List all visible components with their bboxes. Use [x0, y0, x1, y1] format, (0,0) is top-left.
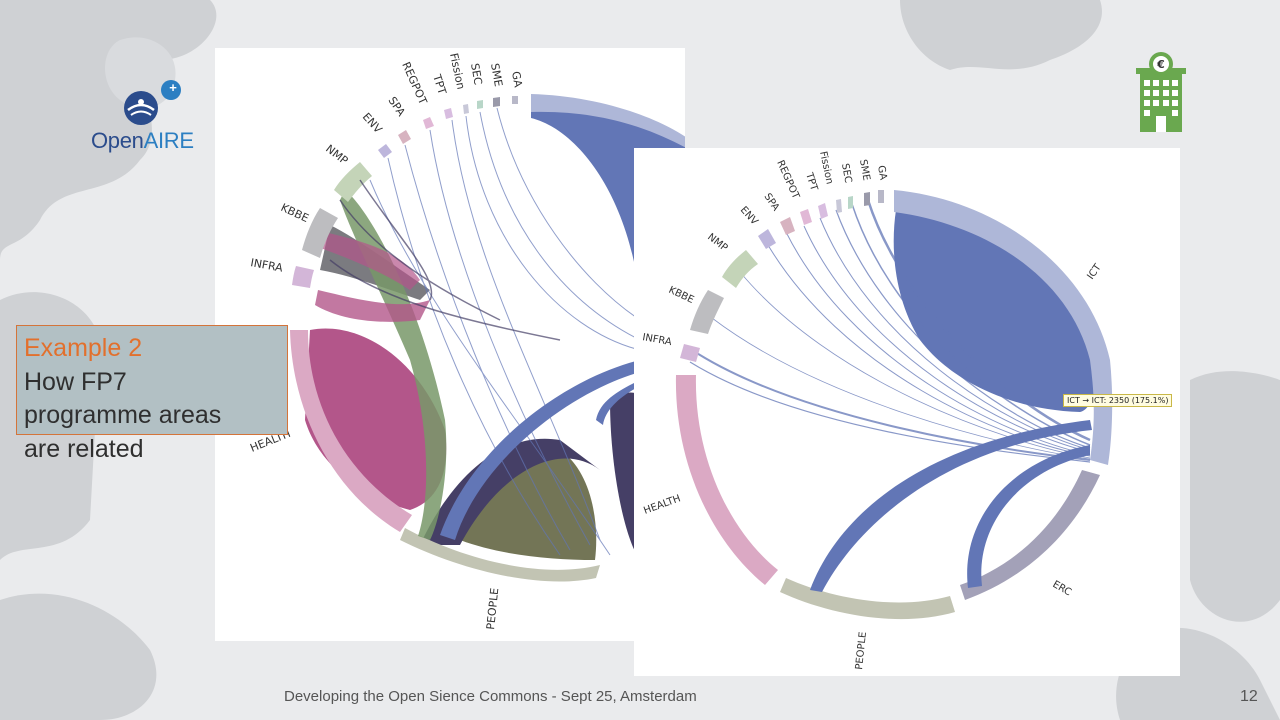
- left-label-people: PEOPLE: [484, 587, 501, 630]
- right-label-sme: SME: [857, 159, 872, 182]
- footer-text: Developing the Open Sience Commons - Sep…: [284, 688, 697, 705]
- page-number: 12: [1240, 688, 1258, 705]
- left-label-infra: INFRA: [249, 256, 284, 275]
- left-label-sme: SME: [488, 62, 505, 87]
- logo-text-air: AIRE: [143, 128, 194, 153]
- eu-funding-building-icon: €: [1136, 52, 1186, 132]
- left-label-sec: SEC: [468, 62, 485, 86]
- chord-diagram-left: GA SME SEC Fission TPT REGPOT SPA ENV NM…: [215, 48, 685, 641]
- right-label-health: HEALTH: [642, 493, 682, 517]
- right-label-infra: INFRA: [641, 332, 672, 348]
- right-label-people: PEOPLE: [854, 631, 869, 670]
- openaire-logo: [124, 80, 181, 125]
- callout-line-3: are related: [24, 434, 144, 463]
- left-label-ga: GA: [509, 70, 525, 89]
- left-label-tpt: TPT: [430, 72, 449, 96]
- right-label-env: ENV: [738, 205, 760, 228]
- right-label-kbbe: KBBE: [667, 285, 696, 306]
- right-label-sec: SEC: [839, 163, 853, 184]
- left-label-nmp: NMP: [323, 142, 350, 167]
- right-label-ict: ICT: [1085, 262, 1104, 282]
- right-label-nmp: NMP: [705, 232, 729, 254]
- right-label-spa: SPA: [762, 192, 782, 214]
- left-label-spa: SPA: [386, 94, 408, 119]
- left-label-fission: Fission: [447, 52, 467, 91]
- callout-line-1: How FP7: [24, 367, 127, 396]
- callout-text: Example 2 How FP7 programme areas are re…: [24, 332, 288, 466]
- right-label-erc: ERC: [1051, 579, 1074, 598]
- right-label-regpot: REGPOT: [774, 159, 801, 202]
- right-label-fission: Fission: [817, 150, 835, 185]
- left-label-env: ENV: [360, 110, 385, 136]
- chord-diagram-right: GA SME SEC Fission TPT REGPOT SPA ENV NM…: [634, 148, 1180, 676]
- svg-text:€: €: [1156, 58, 1165, 71]
- chord-tooltip: ICT → ICT: 2350 (175.1%): [1063, 394, 1173, 407]
- logo-wordmark: OpenAIRE: [91, 128, 194, 154]
- logo-badge: +: [169, 80, 177, 95]
- right-label-ga: GA: [875, 165, 888, 181]
- right-label-tpt: TPT: [803, 171, 820, 194]
- callout-title: Example 2: [24, 334, 143, 362]
- left-label-kbbe: KBBE: [279, 201, 311, 225]
- callout-line-2: programme areas: [24, 401, 222, 429]
- logo-text-open: Open: [91, 128, 144, 153]
- left-label-regpot: REGPOT: [399, 60, 429, 107]
- callout-box: [16, 325, 288, 435]
